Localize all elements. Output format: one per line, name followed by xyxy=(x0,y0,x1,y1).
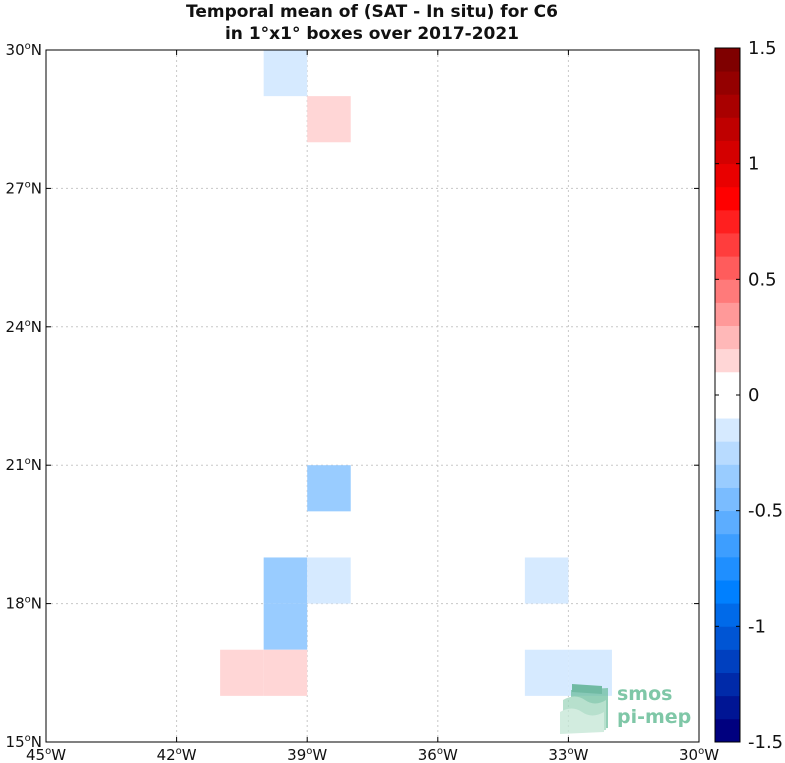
heatmap-cell xyxy=(307,465,351,512)
colorbar-segment xyxy=(715,580,740,604)
heatmap-cell xyxy=(263,50,308,97)
plot-background xyxy=(46,50,699,742)
colorbar-segment xyxy=(715,672,740,697)
smos-pi-mep-logo: smos pi-mep xyxy=(560,683,691,734)
colorbar-tick-label: -1.5 xyxy=(748,732,783,753)
colorbar-tick-label: 1 xyxy=(748,154,759,175)
colorbar-segment xyxy=(715,510,740,535)
y-tick-label: 24oN xyxy=(6,318,42,336)
y-tick-label: 18oN xyxy=(6,595,42,613)
y-tick-label: 21oN xyxy=(6,456,42,474)
colorbar-segment xyxy=(715,94,740,118)
x-tick-label: 36oW xyxy=(418,746,458,763)
logo-waves-icon xyxy=(560,684,608,734)
x-tick-label: 33oW xyxy=(548,746,588,763)
colorbar-segment xyxy=(715,233,740,257)
chart-title-line-2: in 1°x1° boxes over 2017-2021 xyxy=(225,24,519,44)
colorbar-segment xyxy=(715,533,740,558)
colorbar-segment xyxy=(715,441,740,465)
colorbar-segment xyxy=(715,348,740,373)
colorbar-segment xyxy=(715,464,740,488)
colorbar-segment xyxy=(715,256,740,280)
heatmap-cell xyxy=(263,557,308,604)
colorbar-segment xyxy=(715,649,740,673)
colorbar-segment xyxy=(715,117,740,141)
logo-text-smos: smos xyxy=(617,683,672,705)
colorbar-segment xyxy=(715,395,740,419)
colorbar-segment xyxy=(715,209,740,234)
colorbar-segment xyxy=(715,603,740,627)
plot-area: 45oW 42oW 39oW 36oW 33oW 30oW 15oN 18oN 21oN 24o… xyxy=(6,41,720,763)
colorbar-segment xyxy=(715,325,740,350)
colorbar-segment xyxy=(715,302,740,326)
colorbar-tick-label: 1.5 xyxy=(748,38,777,59)
y-tick-label: 30oN xyxy=(6,41,42,59)
x-tick-label: 30oW xyxy=(679,746,719,763)
x-tick-label: 45oW xyxy=(26,746,66,763)
colorbar-segment xyxy=(715,163,740,188)
heatmap-cell xyxy=(524,649,569,696)
heatmap-cell xyxy=(307,96,351,143)
plot-frame xyxy=(45,49,700,743)
colorbar-segment xyxy=(715,186,740,211)
x-tick-label: 39oW xyxy=(287,746,327,763)
x-axis: 45oW 42oW 39oW 36oW 33oW 30oW xyxy=(26,50,719,763)
colorbar-tick-label: 0.5 xyxy=(748,269,777,290)
heatmap-cells xyxy=(220,50,612,696)
colorbar-segment xyxy=(715,626,740,650)
x-tick-label: 42oW xyxy=(157,746,197,763)
colorbar: 1.5 1 0.5 0 -0.5 -1 -1.5 xyxy=(714,38,783,753)
logo-text-pi-mep: pi-mep xyxy=(617,706,691,728)
colorbar-segment xyxy=(715,418,740,442)
heatmap-cell xyxy=(263,649,308,696)
heatmap-cell xyxy=(220,649,264,696)
chart-title-line-1: Temporal mean of (SAT - In situ) for C6 xyxy=(186,2,558,22)
grid xyxy=(46,50,699,742)
heatmap-cell xyxy=(263,603,308,650)
heatmap-cell xyxy=(307,557,351,604)
colorbar-segment xyxy=(715,371,740,396)
colorbar-segment xyxy=(715,48,740,72)
colorbar-tick-label: 0 xyxy=(748,385,759,406)
colorbar-tick-label: -0.5 xyxy=(748,501,783,522)
heatmap-cell xyxy=(524,557,569,604)
colorbar-segment xyxy=(715,718,740,743)
colorbar-segment xyxy=(715,695,740,720)
colorbar-tick-label: -1 xyxy=(748,616,766,637)
colorbar-segment xyxy=(715,487,740,512)
y-tick-label: 15oN xyxy=(6,733,42,751)
y-tick-label: 27oN xyxy=(6,179,42,197)
colorbar-segment xyxy=(715,71,740,95)
colorbar-segment xyxy=(715,279,740,303)
colorbar-segment xyxy=(715,140,740,165)
colorbar-segment xyxy=(715,556,740,581)
y-axis: 15oN 18oN 21oN 24oN 27oN 30oN xyxy=(6,41,699,751)
